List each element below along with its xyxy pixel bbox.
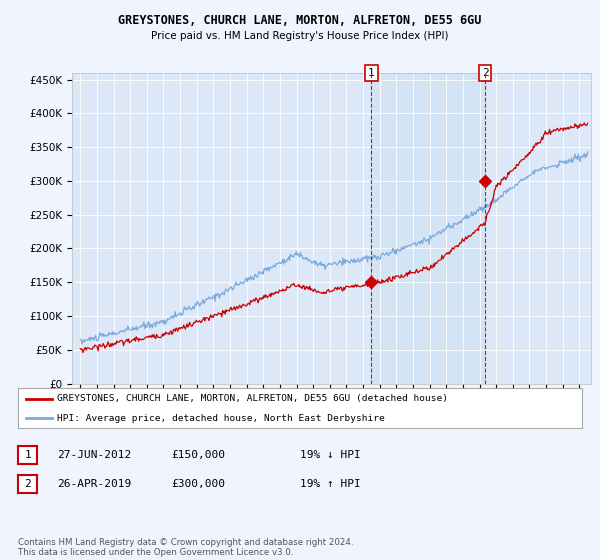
Bar xyxy=(371,73,485,384)
Text: 2: 2 xyxy=(482,68,488,78)
Text: £300,000: £300,000 xyxy=(171,479,225,489)
Text: 27-JUN-2012: 27-JUN-2012 xyxy=(57,450,131,460)
Text: 19% ↓ HPI: 19% ↓ HPI xyxy=(300,450,361,460)
Text: HPI: Average price, detached house, North East Derbyshire: HPI: Average price, detached house, Nort… xyxy=(58,414,385,423)
Text: 1: 1 xyxy=(24,450,31,460)
Text: £150,000: £150,000 xyxy=(171,450,225,460)
Text: 19% ↑ HPI: 19% ↑ HPI xyxy=(300,479,361,489)
Text: Contains HM Land Registry data © Crown copyright and database right 2024.
This d: Contains HM Land Registry data © Crown c… xyxy=(18,538,353,557)
Text: 26-APR-2019: 26-APR-2019 xyxy=(57,479,131,489)
Text: 2: 2 xyxy=(24,479,31,489)
Text: 1: 1 xyxy=(368,68,375,78)
Text: GREYSTONES, CHURCH LANE, MORTON, ALFRETON, DE55 6GU: GREYSTONES, CHURCH LANE, MORTON, ALFRETO… xyxy=(118,14,482,27)
Text: GREYSTONES, CHURCH LANE, MORTON, ALFRETON, DE55 6GU (detached house): GREYSTONES, CHURCH LANE, MORTON, ALFRETO… xyxy=(58,394,448,403)
Text: Price paid vs. HM Land Registry's House Price Index (HPI): Price paid vs. HM Land Registry's House … xyxy=(151,31,449,41)
